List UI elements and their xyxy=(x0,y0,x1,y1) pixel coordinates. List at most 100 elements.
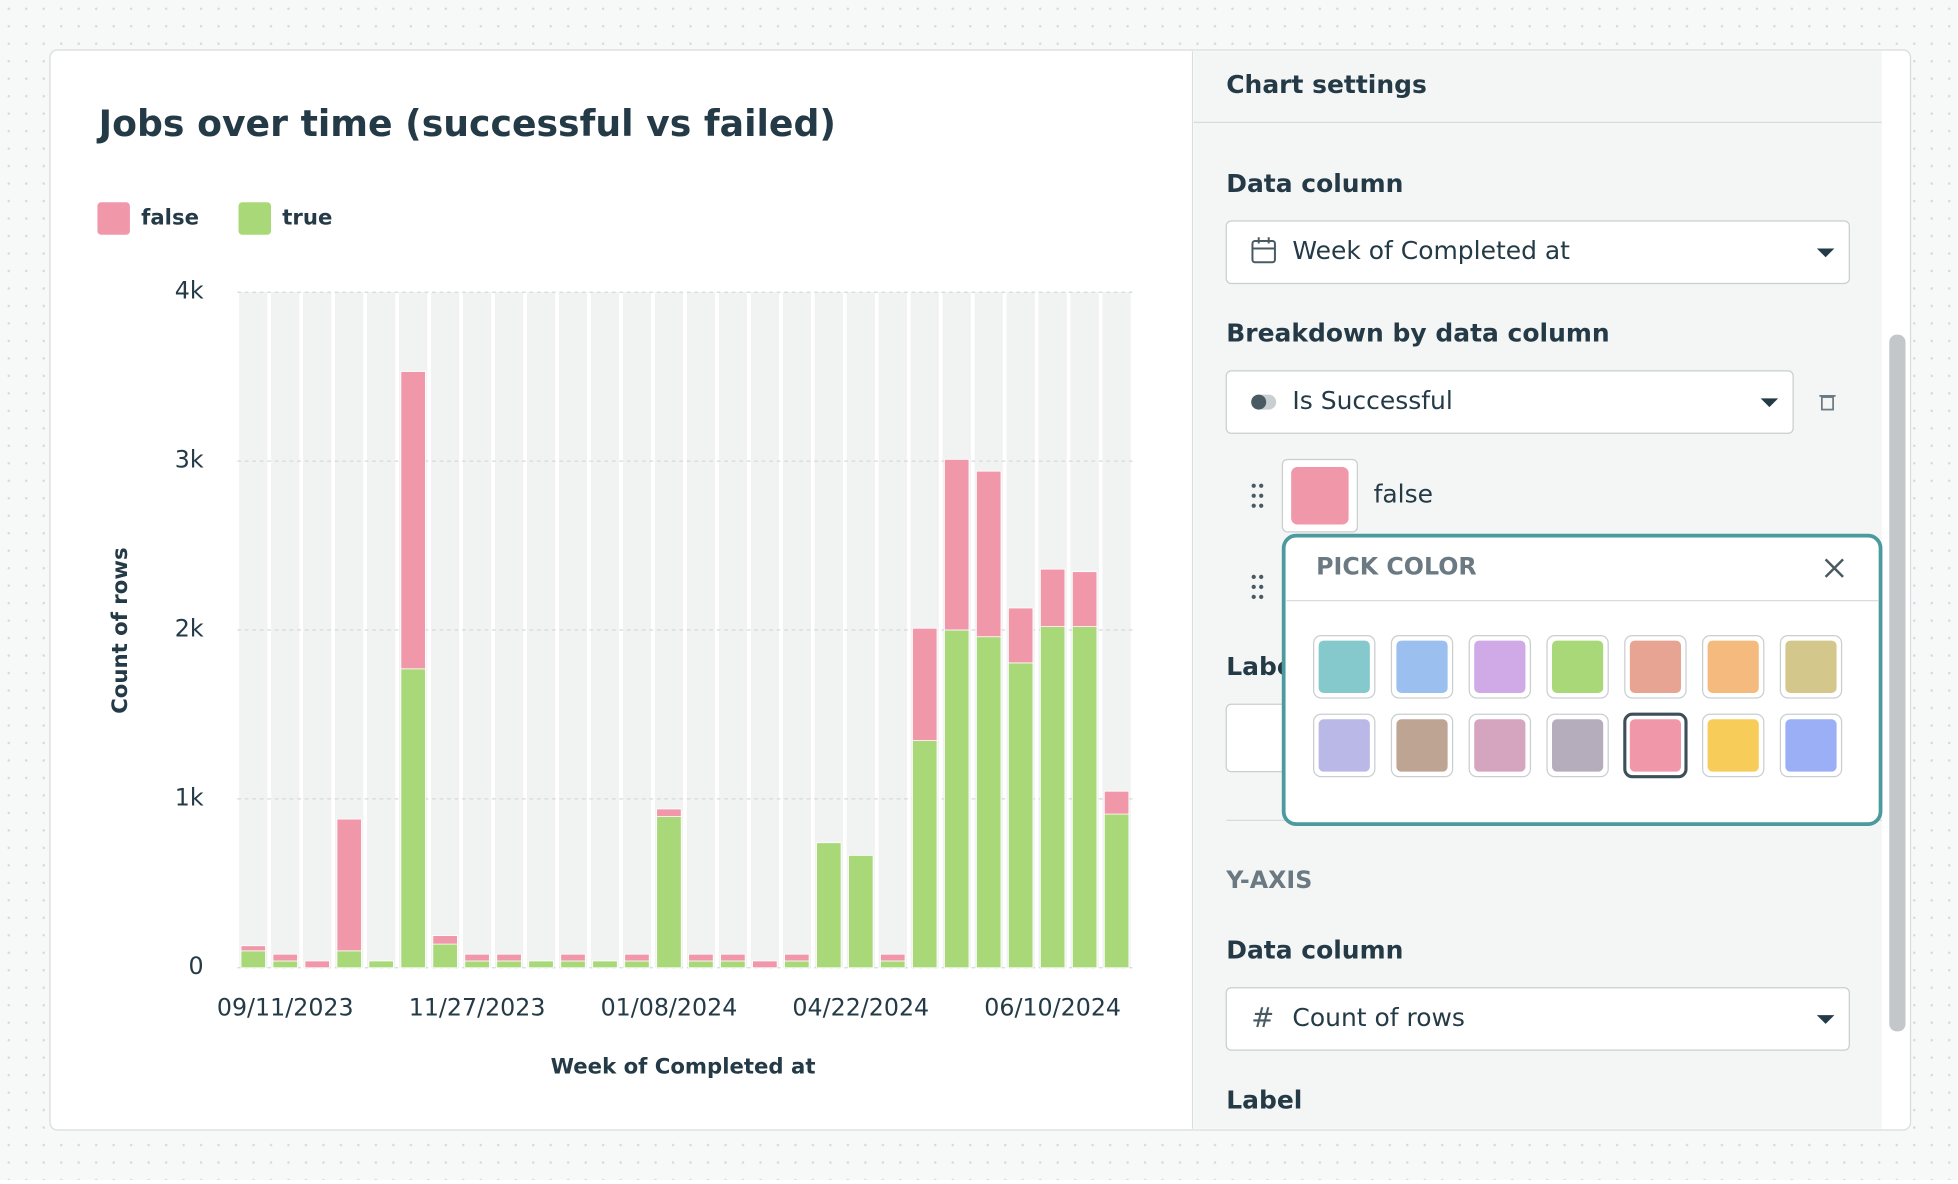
field-label: Data column xyxy=(1226,935,1403,964)
popover-title: PICK COLOR xyxy=(1316,553,1477,581)
bar xyxy=(336,950,362,969)
x-axis-title: Week of Completed at xyxy=(551,1055,816,1080)
bar xyxy=(400,371,426,670)
bar xyxy=(1008,662,1034,969)
y-tick-label: 0 xyxy=(188,952,203,980)
y-tick-label: 3k xyxy=(175,446,204,474)
color-swatch xyxy=(1396,640,1448,694)
bar xyxy=(944,629,970,969)
bar xyxy=(848,855,874,969)
caret xyxy=(1816,248,1835,258)
close-icon[interactable] xyxy=(1824,558,1844,578)
dropdown-value: Week of Completed at xyxy=(1292,236,1570,265)
bar xyxy=(880,960,906,969)
color-swatch xyxy=(1785,719,1837,772)
bar xyxy=(496,953,522,962)
color-swatch xyxy=(1629,719,1682,772)
bar xyxy=(272,953,298,962)
bar xyxy=(880,953,906,962)
dropdown[interactable] xyxy=(1225,370,1794,434)
x-tick-label: 01/08/2024 xyxy=(601,993,738,1021)
color-popover: PICK COLOR xyxy=(1281,533,1883,826)
color-swatch xyxy=(1785,640,1837,694)
x-tick-label: 09/11/2023 xyxy=(217,993,354,1021)
bar xyxy=(1040,626,1066,969)
dropdown[interactable] xyxy=(1225,220,1850,285)
bar xyxy=(720,953,746,962)
bar xyxy=(656,808,682,817)
color-swatch xyxy=(1474,640,1526,694)
color-swatch xyxy=(1707,719,1759,772)
bar xyxy=(784,953,810,962)
color-swatch xyxy=(1707,640,1759,694)
bar xyxy=(912,627,938,741)
bar xyxy=(560,960,586,969)
toggle-icon xyxy=(1251,394,1277,410)
bar xyxy=(496,960,522,969)
x-tick-label: 06/10/2024 xyxy=(984,993,1121,1021)
bar xyxy=(1008,607,1034,664)
caret xyxy=(1816,1015,1835,1024)
bar xyxy=(752,960,778,969)
color-swatch xyxy=(1552,719,1604,772)
bar xyxy=(368,960,394,969)
y-tick-label: 1k xyxy=(175,783,204,811)
bar xyxy=(1072,626,1098,969)
bar xyxy=(1072,571,1098,627)
bar xyxy=(432,935,458,945)
bar xyxy=(592,960,618,969)
dropdown-value: Is Successful xyxy=(1292,386,1452,415)
color-swatch xyxy=(1318,719,1370,772)
drag-handle[interactable] xyxy=(1251,483,1264,508)
bar xyxy=(336,818,362,952)
bar xyxy=(688,960,714,969)
bar xyxy=(784,960,810,969)
y-axis-title: Count of rows xyxy=(108,547,133,713)
bar xyxy=(1103,790,1130,815)
bar xyxy=(656,816,682,969)
caret xyxy=(1760,398,1779,408)
field-label: Label xyxy=(1226,1085,1302,1114)
bar xyxy=(304,960,330,969)
calendar-icon xyxy=(1251,237,1276,264)
dropdown[interactable] xyxy=(1225,987,1850,1051)
y-tick-label: 4k xyxy=(175,277,204,305)
legend-label: false xyxy=(141,206,199,231)
legend-swatch xyxy=(238,202,271,235)
trash-icon[interactable] xyxy=(1819,394,1836,411)
bar xyxy=(240,950,266,969)
settings-panel: Chart settings Data column Week of Compl… xyxy=(1191,51,1906,1129)
bar xyxy=(816,842,842,969)
legend-swatch xyxy=(97,202,130,235)
bar xyxy=(400,668,426,969)
bar xyxy=(528,960,554,969)
bar xyxy=(240,945,266,952)
color-swatch xyxy=(1318,640,1370,694)
bar xyxy=(688,953,714,962)
chart-title: Jobs over time (successful vs failed) xyxy=(96,102,836,145)
field-label: Data column xyxy=(1226,169,1403,198)
y-tick-label: 2k xyxy=(175,614,204,642)
color-swatch xyxy=(1629,640,1682,694)
x-tick-label: 11/27/2023 xyxy=(409,993,546,1021)
color-swatch xyxy=(1396,719,1448,772)
section-heading: Y-AXIS xyxy=(1225,866,1312,894)
color-preview xyxy=(1291,467,1349,525)
x-tick-label: 04/22/2024 xyxy=(792,993,929,1021)
panel-title: Chart settings xyxy=(1226,70,1427,99)
bar xyxy=(560,953,586,962)
legend-label: true xyxy=(282,206,332,231)
drag-handle[interactable] xyxy=(1251,574,1264,599)
bar xyxy=(464,960,490,969)
bar xyxy=(944,459,970,631)
bar xyxy=(624,960,650,969)
hash-icon: # xyxy=(1251,1003,1274,1034)
bar xyxy=(432,943,458,969)
chart: Jobs over time (successful vs failed) Co… xyxy=(96,102,1133,1080)
bar xyxy=(1103,813,1130,969)
scrollbar[interactable] xyxy=(1889,334,1906,1032)
bar xyxy=(624,953,650,962)
color-swatch xyxy=(1474,719,1526,772)
bar xyxy=(912,740,938,969)
